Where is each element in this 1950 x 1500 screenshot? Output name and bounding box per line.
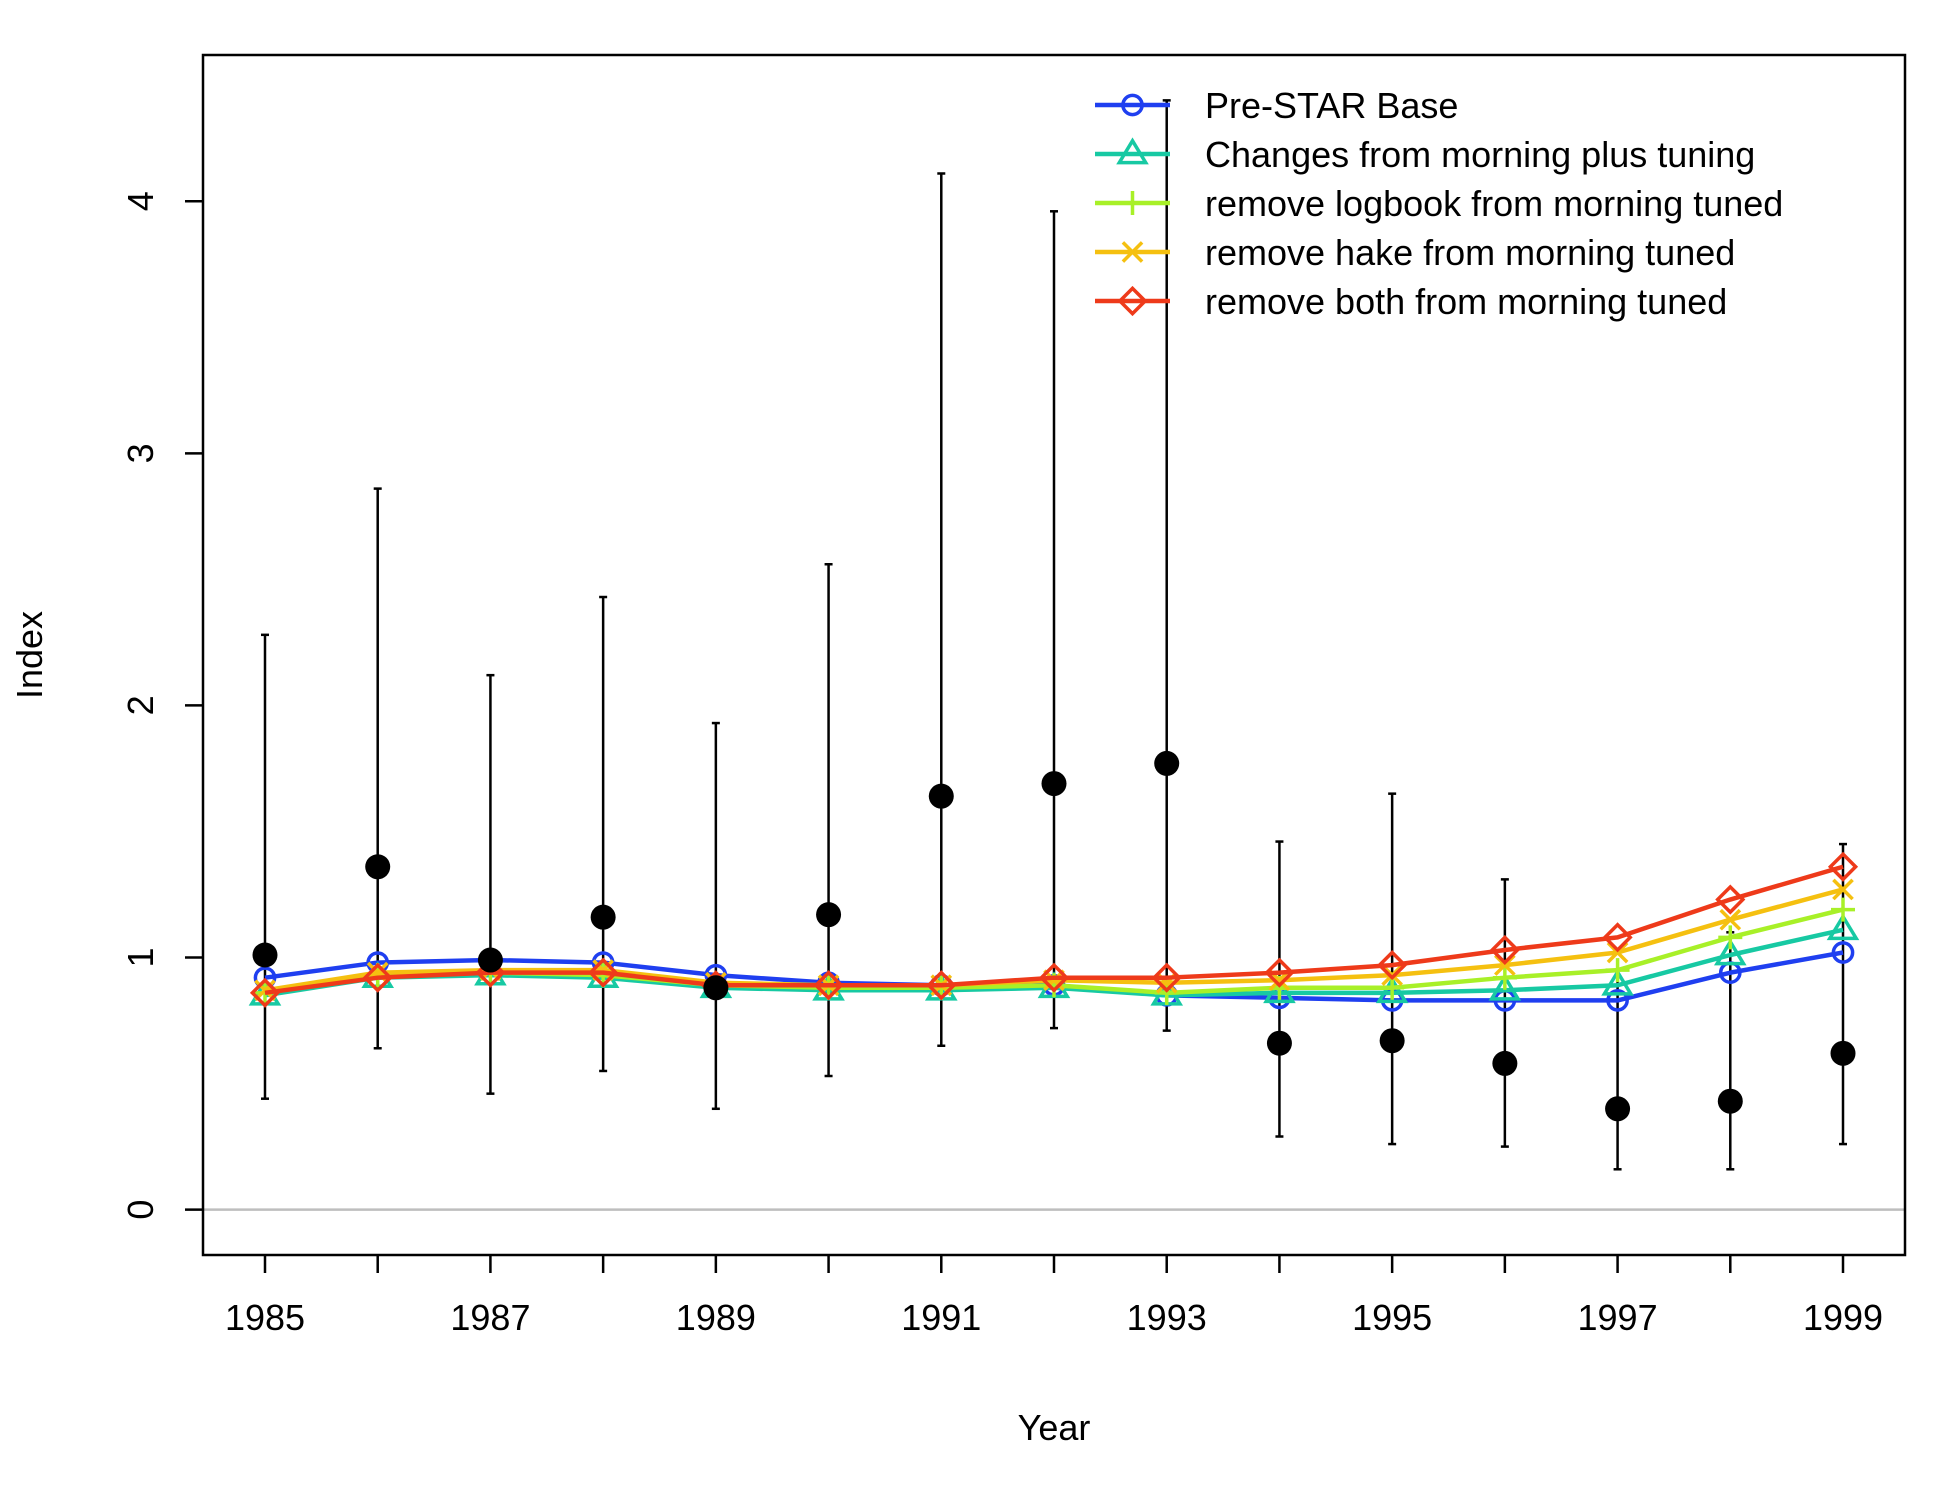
series-point bbox=[1827, 851, 1859, 882]
x-tick-label: 1991 bbox=[901, 1297, 981, 1338]
series-point bbox=[1713, 938, 1747, 966]
series-point bbox=[1264, 957, 1295, 988]
observed-point bbox=[1154, 750, 1180, 776]
series-point bbox=[588, 957, 619, 988]
legend-swatch-marker bbox=[1120, 191, 1145, 215]
series-point bbox=[1375, 976, 1409, 1004]
series-point bbox=[1488, 973, 1522, 1001]
series-point bbox=[1831, 897, 1856, 922]
series-point bbox=[1263, 976, 1296, 1004]
observed-point bbox=[252, 942, 278, 968]
series-point bbox=[1831, 941, 1855, 964]
series-point bbox=[1377, 950, 1408, 981]
legend-swatch-marker bbox=[1117, 285, 1148, 317]
series-point bbox=[813, 970, 844, 1001]
legend-item: remove logbook from morning tuned bbox=[1095, 183, 1783, 224]
y-tick-label: 2 bbox=[120, 695, 161, 715]
observed-point bbox=[1041, 771, 1067, 797]
series-point bbox=[926, 970, 957, 1001]
y-tick-label: 1 bbox=[120, 948, 161, 968]
legend-item: Changes from morning plus tuning bbox=[1095, 134, 1755, 175]
legend-label: remove both from morning tuned bbox=[1205, 281, 1727, 322]
y-axis: 0 1 2 3 4 bbox=[120, 191, 203, 1220]
legend-item: Pre-STAR Base bbox=[1095, 85, 1458, 126]
x-tick-label: 1987 bbox=[450, 1297, 530, 1338]
series-point bbox=[1826, 913, 1860, 941]
x-tick-label: 1999 bbox=[1803, 1297, 1883, 1338]
series-point bbox=[1606, 989, 1629, 1012]
legend-swatch-marker bbox=[1121, 93, 1144, 117]
legend-swatch-marker bbox=[1116, 137, 1149, 165]
series-line bbox=[264, 864, 1844, 996]
observed-point bbox=[590, 904, 616, 930]
series-point bbox=[1605, 958, 1630, 983]
y-tick-label: 3 bbox=[120, 443, 161, 463]
legend-item: remove both from morning tuned bbox=[1095, 281, 1727, 322]
legend-label: remove logbook from morning tuned bbox=[1205, 183, 1783, 224]
observed-point bbox=[703, 975, 729, 1001]
series-diamond bbox=[249, 851, 1859, 1008]
observed-point bbox=[1266, 1030, 1292, 1056]
observed-point bbox=[1492, 1050, 1518, 1076]
legend-label: Changes from morning plus tuning bbox=[1205, 134, 1755, 175]
x-axis-label: Year bbox=[1018, 1407, 1091, 1448]
series-point bbox=[1715, 884, 1746, 915]
observed-point bbox=[1830, 1040, 1856, 1066]
x-tick-label: 1997 bbox=[1578, 1297, 1658, 1338]
x-tick-label: 1985 bbox=[225, 1297, 305, 1338]
y-tick-label: 0 bbox=[120, 1200, 161, 1220]
series-point bbox=[1381, 964, 1403, 987]
y-axis-label: Index bbox=[9, 611, 50, 699]
legend-label: remove hake from morning tuned bbox=[1205, 232, 1735, 273]
observed-point bbox=[1717, 1088, 1743, 1114]
series-point bbox=[1492, 965, 1517, 990]
legend: Pre-STAR Base Changes from morning plus t… bbox=[1095, 85, 1783, 322]
observed-points bbox=[252, 750, 1856, 1122]
x-tick-label: 1995 bbox=[1352, 1297, 1432, 1338]
observed-point bbox=[477, 947, 503, 973]
series-point bbox=[249, 977, 281, 1008]
series-point bbox=[1489, 934, 1520, 966]
model-series bbox=[248, 851, 1860, 1012]
y-tick-label: 4 bbox=[120, 191, 161, 211]
observed-point bbox=[1379, 1028, 1405, 1054]
series-point bbox=[1602, 922, 1633, 953]
series-point bbox=[1151, 962, 1182, 993]
legend-item: remove hake from morning tuned bbox=[1095, 232, 1735, 273]
series-point bbox=[1832, 878, 1854, 901]
observed-point bbox=[816, 902, 842, 928]
x-axis: 1985 1987 1989 1991 1993 1995 1997 1999 bbox=[225, 1255, 1883, 1338]
series-point bbox=[1601, 968, 1634, 996]
series-point bbox=[1494, 954, 1516, 976]
x-tick-label: 1993 bbox=[1127, 1297, 1207, 1338]
observed-point bbox=[928, 783, 954, 809]
series-point bbox=[1038, 962, 1070, 993]
legend-label: Pre-STAR Base bbox=[1205, 85, 1458, 126]
x-tick-label: 1989 bbox=[676, 1297, 756, 1338]
series-point bbox=[1718, 925, 1743, 950]
series-point bbox=[1719, 908, 1742, 931]
observed-point bbox=[365, 854, 391, 880]
legend-swatch-marker bbox=[1121, 241, 1144, 263]
series-point bbox=[1606, 941, 1629, 964]
series-point bbox=[362, 962, 393, 993]
observed-point bbox=[1605, 1096, 1631, 1122]
